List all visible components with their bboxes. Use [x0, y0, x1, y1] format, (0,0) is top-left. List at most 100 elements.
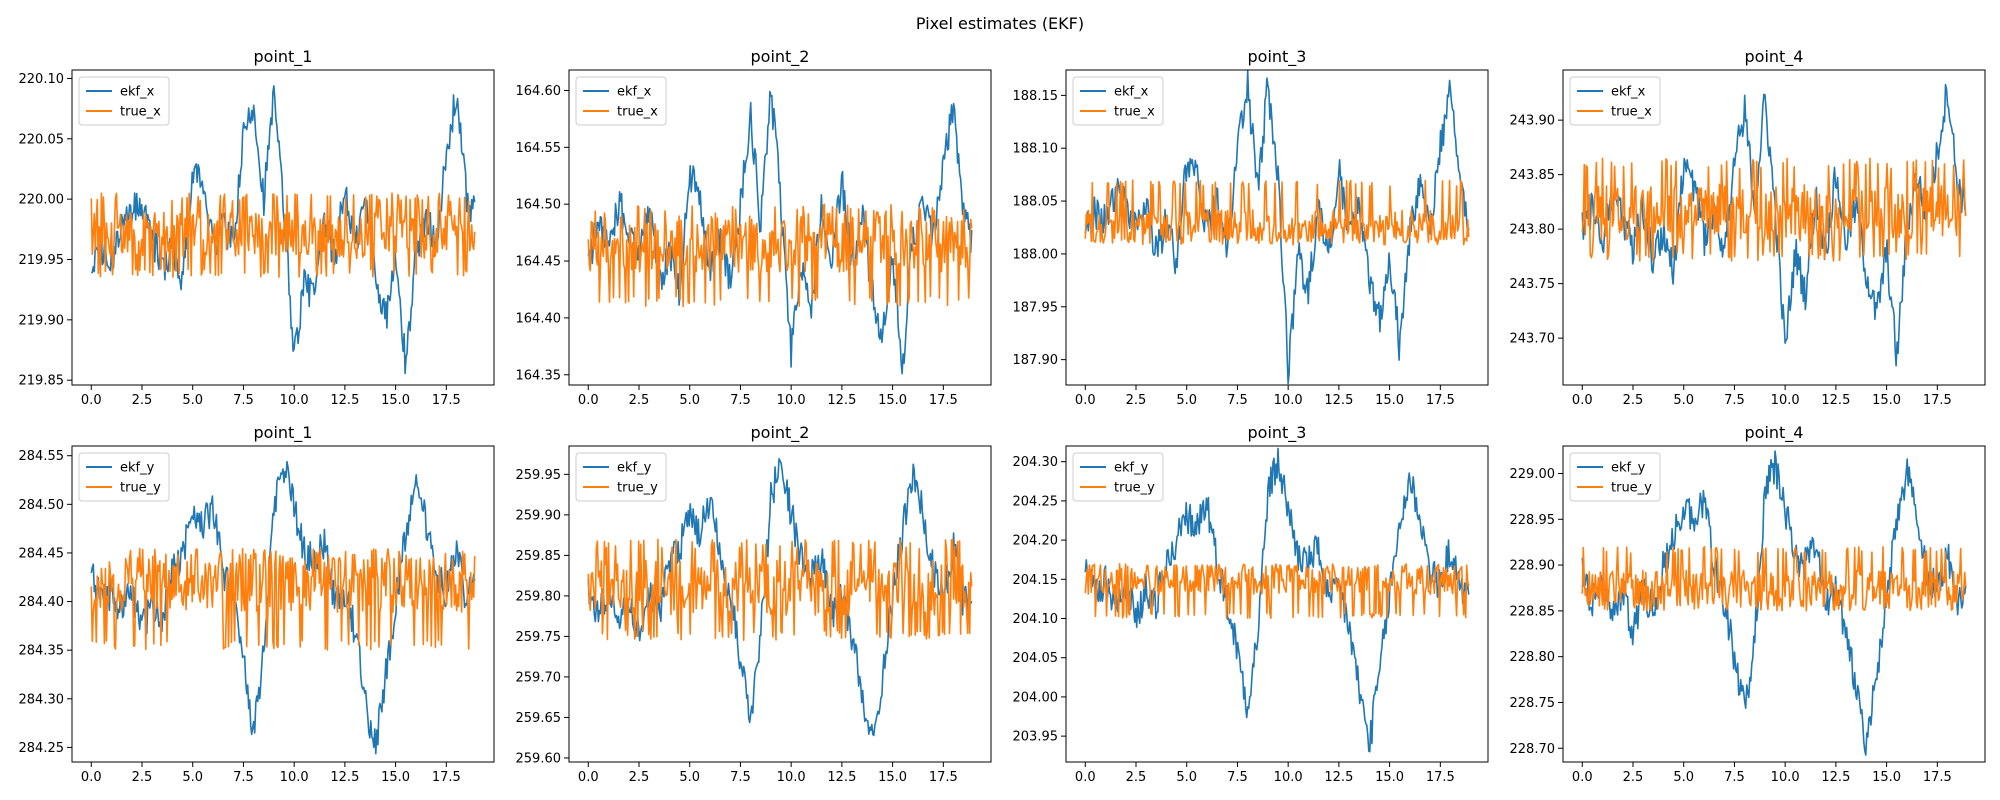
- subplot-6: point_2 0.0 2.5 5.0 7.5 10.0 12.5 15.0 17.5 259.6…: [516, 423, 992, 785]
- y-tick-label: 259.95: [516, 468, 562, 483]
- legend-label-ekf_y: ekf_y: [120, 461, 155, 476]
- x-tick-label: 15.0: [878, 770, 907, 785]
- series-line-true_y: [1084, 563, 1470, 619]
- legend-label-true_x: true_x: [1114, 105, 1155, 120]
- subplot-title: point_4: [1745, 423, 1804, 443]
- x-tick-label: 10.0: [1274, 393, 1303, 408]
- y-tick-label: 188.05: [1013, 195, 1059, 210]
- legend-box: [1569, 452, 1661, 502]
- x-tick-label: 7.5: [233, 770, 254, 785]
- y-tick-label: 259.70: [516, 670, 562, 685]
- y-tick-label: 284.40: [19, 595, 65, 610]
- x-tick-label: 15.0: [1872, 393, 1901, 408]
- x-tick-label: 10.0: [1274, 770, 1303, 785]
- y-tick-label: 188.00: [1013, 247, 1059, 262]
- subplot-5: point_1 0.0 2.5 5.0 7.5 10.0 12.5 15.0 17.5 284.2…: [19, 423, 495, 785]
- subplot-title: point_4: [1745, 47, 1804, 67]
- y-tick-label: 228.75: [1510, 696, 1556, 711]
- legend-label-ekf_y: ekf_y: [617, 461, 652, 476]
- legend: ekf_y true_y: [1072, 452, 1164, 502]
- series-line-true_x: [1581, 157, 1967, 262]
- y-tick-label: 164.45: [516, 255, 562, 270]
- y-tick-label: 164.60: [516, 84, 562, 99]
- x-tick-label: 12.5: [1324, 770, 1353, 785]
- x-tick-label: 7.5: [1724, 770, 1745, 785]
- x-tick-label: 0.0: [81, 770, 102, 785]
- y-tick-label: 284.25: [19, 741, 65, 756]
- axes-frame: [71, 445, 495, 763]
- plot-area: [1084, 447, 1470, 753]
- x-tick-label: 0.0: [1572, 393, 1593, 408]
- y-tick-label: 259.60: [516, 751, 562, 766]
- legend-box: [78, 76, 170, 126]
- y-tick-label: 204.30: [1013, 455, 1059, 470]
- subplot-2: point_2 0.0 2.5 5.0 7.5 10.0 12.5 15.0 17.5 164.3…: [516, 47, 992, 408]
- legend-box: [575, 452, 667, 502]
- y-tick-label: 188.10: [1013, 142, 1059, 157]
- x-tick-label: 5.0: [679, 770, 700, 785]
- series-line-true_x: [90, 192, 476, 278]
- series-line-true_x: [587, 203, 973, 308]
- x-tick-label: 5.0: [1176, 393, 1197, 408]
- y-tick-label: 164.40: [516, 311, 562, 326]
- x-tick-label: 17.5: [1923, 770, 1952, 785]
- y-tick-label: 164.50: [516, 198, 562, 213]
- legend: ekf_x true_x: [1569, 76, 1661, 126]
- axes-frame: [71, 69, 495, 386]
- legend-label-true_y: true_y: [1114, 481, 1155, 496]
- subplot-8: point_4 0.0 2.5 5.0 7.5 10.0 12.5 15.0 17.5 228.7…: [1510, 423, 1986, 785]
- x-tick-label: 17.5: [432, 393, 461, 408]
- axes-frame: [1065, 69, 1489, 386]
- x-tick-label: 7.5: [233, 393, 254, 408]
- subplot-title: point_1: [254, 423, 313, 443]
- x-tick-label: 2.5: [1623, 393, 1644, 408]
- y-tick-label: 243.80: [1510, 223, 1556, 238]
- x-tick-label: 15.0: [1375, 770, 1404, 785]
- x-tick-label: 10.0: [777, 770, 806, 785]
- x-tick-label: 5.0: [182, 393, 203, 408]
- axes-frame: [1065, 445, 1489, 763]
- figure-title: Pixel estimates (EKF): [916, 14, 1084, 33]
- legend-label-ekf_x: ekf_x: [120, 85, 155, 100]
- axes-frame: [568, 69, 992, 386]
- axes-frame: [568, 445, 992, 763]
- y-tick-label: 284.30: [19, 692, 65, 707]
- x-tick-label: 2.5: [1623, 770, 1644, 785]
- x-tick-label: 12.5: [1821, 393, 1850, 408]
- x-tick-label: 17.5: [1426, 393, 1455, 408]
- y-tick-label: 204.10: [1013, 612, 1059, 627]
- x-tick-label: 2.5: [132, 770, 153, 785]
- legend-box: [1072, 76, 1164, 126]
- x-tick-label: 0.0: [81, 393, 102, 408]
- y-tick-label: 243.85: [1510, 168, 1556, 183]
- y-tick-label: 204.00: [1013, 690, 1059, 705]
- x-tick-label: 10.0: [777, 393, 806, 408]
- y-tick-label: 164.55: [516, 141, 562, 156]
- y-tick-label: 203.95: [1013, 730, 1059, 745]
- plot-area: [1581, 83, 1967, 367]
- y-tick-label: 284.35: [19, 644, 65, 659]
- x-tick-label: 5.0: [1673, 770, 1694, 785]
- series-line-true_y: [90, 547, 476, 651]
- x-tick-label: 7.5: [1227, 770, 1248, 785]
- y-tick-label: 219.85: [19, 374, 65, 389]
- y-tick-label: 243.70: [1510, 332, 1556, 347]
- y-tick-label: 187.95: [1013, 300, 1059, 315]
- legend: ekf_x true_x: [78, 76, 170, 126]
- y-tick-label: 228.70: [1510, 742, 1556, 757]
- plot-area: [587, 458, 973, 737]
- x-tick-label: 15.0: [1872, 770, 1901, 785]
- legend-label-ekf_x: ekf_x: [617, 85, 652, 100]
- legend: ekf_y true_y: [1569, 452, 1661, 502]
- y-tick-label: 204.25: [1013, 494, 1059, 509]
- plot-area: [1581, 450, 1967, 756]
- x-tick-label: 17.5: [432, 770, 461, 785]
- subplot-7: point_3 0.0 2.5 5.0 7.5 10.0 12.5 15.0 17.5 203.9…: [1013, 423, 1489, 785]
- x-tick-label: 2.5: [1126, 770, 1147, 785]
- subplot-title: point_3: [1248, 423, 1307, 443]
- subplot-1: point_1 0.0 2.5 5.0 7.5 10.0 12.5 15.0 17.5 219.8…: [19, 47, 495, 408]
- x-tick-label: 17.5: [1426, 770, 1455, 785]
- y-tick-label: 220.10: [19, 72, 65, 87]
- legend-label-ekf_x: ekf_x: [1114, 85, 1149, 100]
